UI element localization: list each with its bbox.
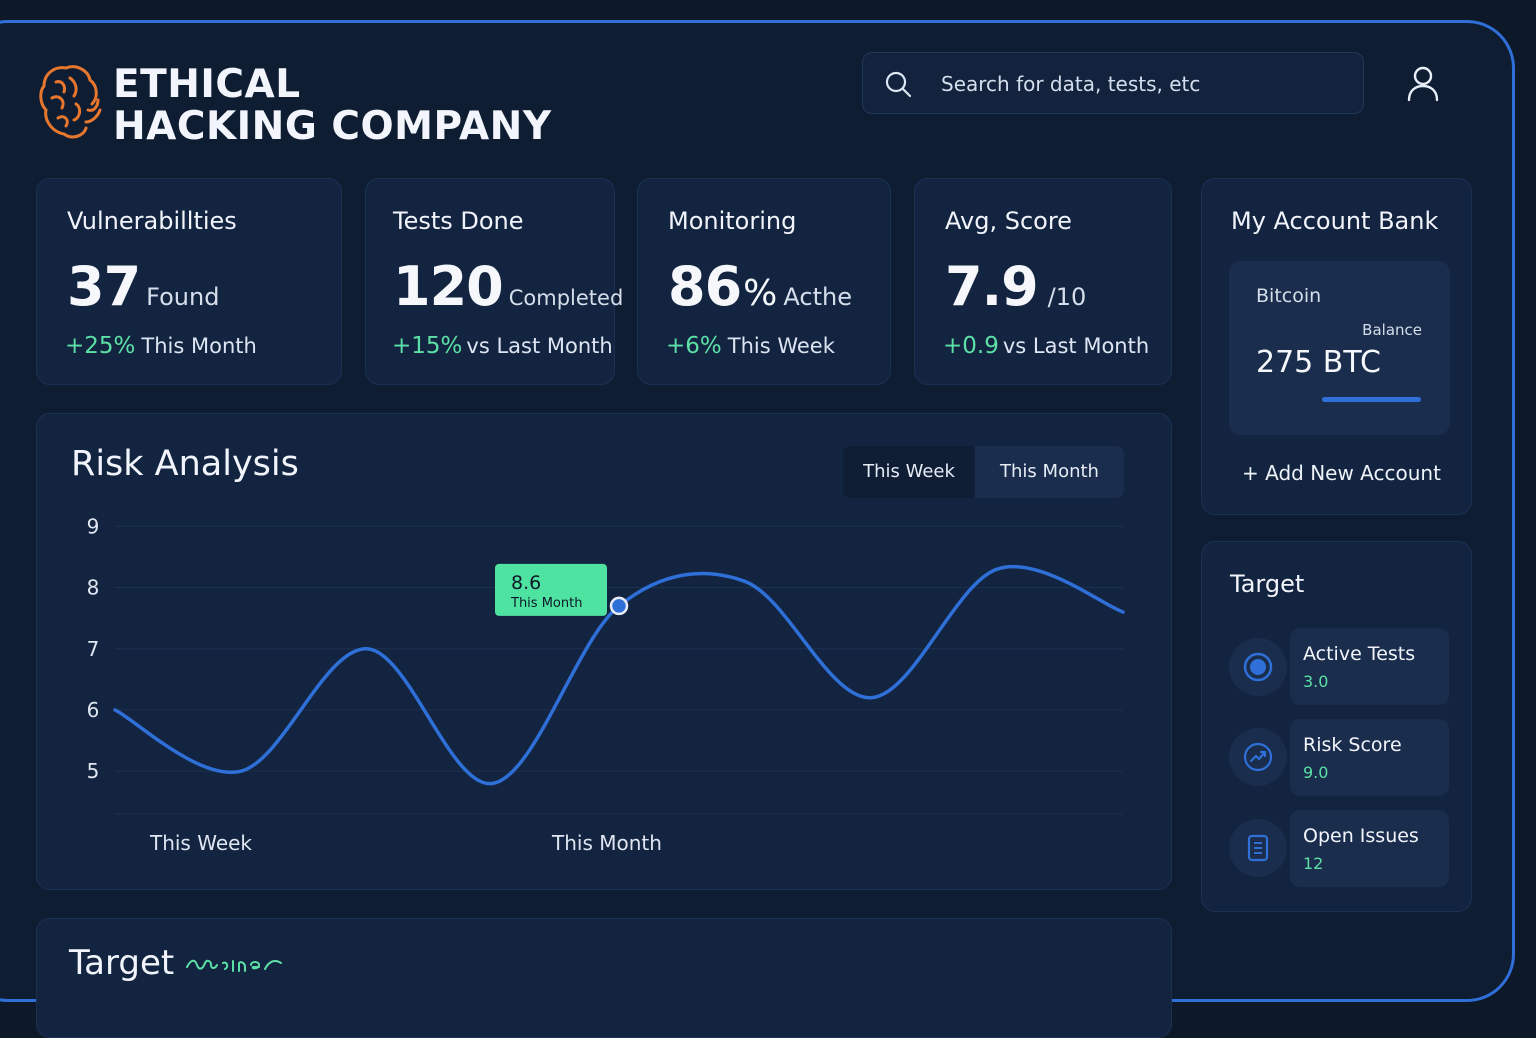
brand-line-1: ETHICAL bbox=[113, 62, 301, 107]
stat-number: 86 bbox=[668, 255, 742, 318]
stat-value: 37 Found bbox=[67, 255, 219, 318]
delta-value: +15% bbox=[392, 333, 463, 359]
y-tick-label: 9 bbox=[87, 514, 100, 538]
stat-unit: Completed bbox=[508, 286, 624, 310]
target-item-value: 9.0 bbox=[1303, 763, 1329, 782]
stat-unit: Acthe bbox=[783, 283, 852, 311]
brain-icon bbox=[39, 65, 102, 139]
delta-label: vs Last Month bbox=[1002, 334, 1150, 358]
target-item-label: Risk Score bbox=[1303, 734, 1402, 756]
target-item-open-issues[interactable]: Open Issues 12 bbox=[1290, 810, 1449, 887]
stat-title: Avg, Score bbox=[945, 207, 1072, 235]
target-item-risk-score[interactable]: Risk Score 9.0 bbox=[1290, 719, 1449, 796]
stat-title: Tests Done bbox=[393, 207, 524, 235]
risk-line-chart[interactable]: 5 6 7 8 9 This Week This Month 8.6 This Month bbox=[37, 414, 1173, 891]
add-account-button[interactable]: + Add New Account bbox=[1242, 461, 1441, 485]
balance-bar bbox=[1322, 397, 1421, 402]
search-icon[interactable] bbox=[883, 69, 913, 99]
account-bank-title: My Account Bank bbox=[1231, 207, 1439, 235]
target-item-active-tests[interactable]: Active Tests 3.0 bbox=[1290, 628, 1449, 705]
balance-label: Balance bbox=[1362, 321, 1422, 339]
target-panel: Target Active Tests 3.0 Risk Score 9.0 O… bbox=[1201, 541, 1472, 912]
stat-value: 86% Acthe bbox=[668, 255, 852, 318]
target-item-label: Open Issues bbox=[1303, 825, 1419, 847]
stat-delta: +25% This Month bbox=[65, 333, 257, 359]
y-tick-label: 6 bbox=[87, 698, 100, 722]
risk-analysis-title: Risk Analysis bbox=[71, 444, 299, 484]
y-tick-label: 8 bbox=[87, 576, 100, 600]
target-title: Target bbox=[1230, 570, 1305, 598]
x-tick-label: This Week bbox=[149, 831, 252, 855]
trend-icon-wrap bbox=[1229, 728, 1287, 786]
stat-value: 120 Completed bbox=[393, 255, 623, 318]
stat-suffix: % bbox=[743, 273, 778, 314]
brand-title: ETHICAL HACKING COMPANY bbox=[113, 64, 552, 148]
stat-unit: Found bbox=[146, 283, 220, 311]
delta-value: +25% bbox=[65, 333, 136, 359]
squiggle-icon bbox=[186, 959, 282, 972]
target-icon-wrap bbox=[1229, 638, 1287, 696]
tooltip-value: 8.6 bbox=[511, 572, 541, 594]
series-line bbox=[113, 565, 1125, 786]
stat-number: 120 bbox=[393, 255, 504, 318]
search-input[interactable] bbox=[941, 65, 1341, 103]
stat-delta: +6% This Week bbox=[666, 333, 835, 359]
stat-value: 7.9/10 bbox=[945, 255, 1086, 318]
stat-unit: /10 bbox=[1047, 283, 1087, 311]
stat-delta: +15% vs Last Month bbox=[392, 333, 613, 359]
period-toggle[interactable]: This Week This Month bbox=[843, 446, 1124, 498]
highlight-point bbox=[609, 596, 629, 616]
target-item-value: 12 bbox=[1303, 854, 1324, 873]
delta-label: This Week bbox=[727, 334, 835, 358]
stat-title: Monitoring bbox=[668, 207, 797, 235]
stat-title: Vulnerabillties bbox=[67, 207, 237, 235]
stat-number: 37 bbox=[67, 255, 141, 318]
brand-line-2: HACKING COMPANY bbox=[113, 104, 552, 149]
account-bank-panel: My Account Bank Bitcoin Balance 275 BTC … bbox=[1201, 178, 1472, 515]
stat-card-monitoring[interactable]: Monitoring 86% Acthe +6% This Week bbox=[637, 178, 891, 385]
delta-value: +6% bbox=[666, 333, 722, 359]
y-tick-label: 5 bbox=[87, 759, 100, 783]
user-icon[interactable] bbox=[1402, 62, 1444, 104]
stat-card-vulnerabilities[interactable]: Vulnerabillties 37 Found +25% This Month bbox=[36, 178, 342, 385]
trend-icon bbox=[1243, 742, 1273, 772]
tab-this-week[interactable]: This Week bbox=[863, 461, 955, 482]
target-item-label: Active Tests bbox=[1303, 643, 1416, 665]
target-icon bbox=[1243, 652, 1273, 682]
document-icon-wrap bbox=[1229, 819, 1287, 877]
target-item-value: 3.0 bbox=[1303, 672, 1329, 691]
balance-value: 275 BTC bbox=[1256, 345, 1381, 380]
stat-delta: +0.9 vs Last Month bbox=[943, 333, 1149, 359]
y-tick-label: 7 bbox=[87, 637, 100, 661]
target-bottom-panel: Target bbox=[36, 918, 1172, 1038]
tooltip-box bbox=[495, 563, 607, 616]
delta-value: +0.9 bbox=[943, 333, 999, 359]
stat-card-tests-done[interactable]: Tests Done 120 Completed +15% vs Last Mont… bbox=[365, 178, 623, 385]
delta-label: This Month bbox=[141, 334, 257, 358]
coin-name: Bitcoin bbox=[1256, 285, 1322, 307]
document-icon bbox=[1247, 834, 1269, 862]
risk-analysis-panel: Risk Analysis This Week This Month 5 6 7 8 9… bbox=[36, 413, 1172, 890]
tooltip-label: This Month bbox=[510, 596, 582, 611]
bitcoin-account-card[interactable]: Bitcoin Balance 275 BTC bbox=[1229, 261, 1450, 435]
search-bar[interactable] bbox=[862, 52, 1364, 114]
stat-card-avg-score[interactable]: Avg, Score 7.9/10 +0.9 vs Last Month bbox=[914, 178, 1172, 385]
stat-number: 7.9 bbox=[945, 255, 1039, 318]
delta-label: vs Last Month bbox=[466, 334, 613, 358]
x-tick-label: This Month bbox=[551, 831, 662, 855]
target-bottom-title: Target bbox=[69, 943, 175, 983]
tab-this-month[interactable]: This Month bbox=[975, 446, 1124, 498]
